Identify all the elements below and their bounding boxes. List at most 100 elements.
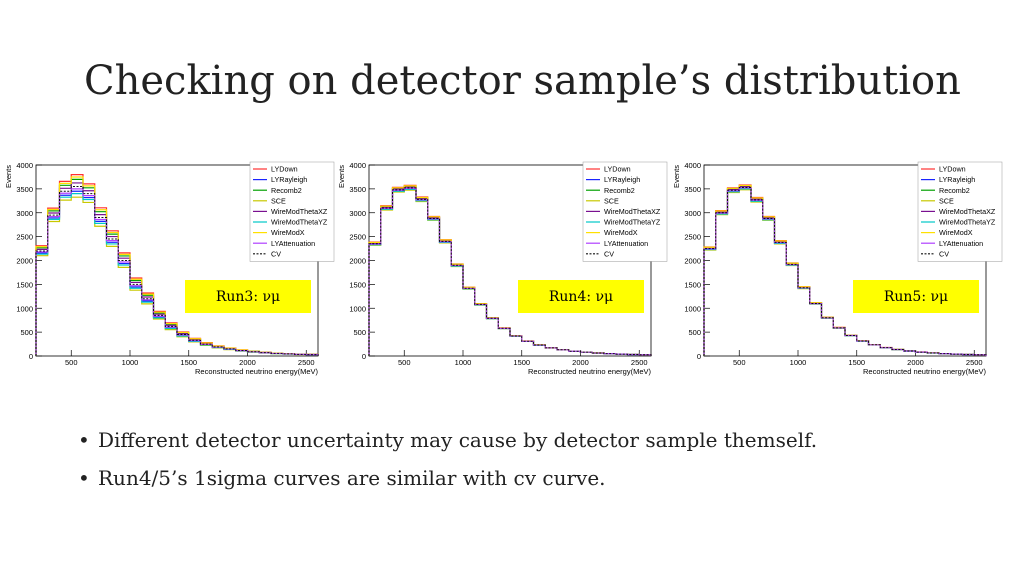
histogram-run3-svg: 0 500 1000 1500 2000 2500 3000 3500 4000 500 1000 1… (4, 161, 335, 376)
y-tick-label: 3000 (684, 209, 701, 218)
legend-label: Recomb2 (939, 186, 970, 195)
y-tick-label: 0 (362, 352, 366, 361)
y-tick-label: 1500 (684, 280, 701, 289)
legend-label: CV (939, 249, 949, 258)
x-tick-label: 1500 (513, 358, 530, 367)
legend-label: LYRayleigh (271, 175, 307, 184)
x-tick-label: 2500 (966, 358, 983, 367)
y-tick-label: 3000 (16, 209, 33, 218)
y-tick-label: 1000 (16, 304, 33, 313)
histogram-run4-svg: 0 500 1000 1500 2000 2500 3000 3500 4000 500 1000 1… (337, 161, 668, 376)
series-cv-line (368, 187, 652, 356)
histogram-run5: 0 500 1000 1500 2000 2500 3000 3500 4000 500 1000 1… (670, 155, 1003, 383)
run-label: Run5: νμ (884, 289, 948, 305)
legend-label: SCE (271, 196, 286, 205)
x-tick-label: 2500 (631, 358, 648, 367)
x-axis-label: Reconstructed neutrino energy(MeV) (195, 367, 318, 376)
slide-title: Checking on detector sample’s distributi… (84, 58, 961, 104)
legend-label: LYDown (939, 165, 966, 174)
legend-label: WireModThetaYZ (604, 218, 661, 227)
y-axis-label: Events (672, 165, 681, 188)
legend-label: SCE (604, 196, 619, 205)
legend-label: WireModX (939, 228, 973, 237)
legend-label: LYDown (271, 165, 298, 174)
legend-label: WireModThetaXZ (604, 207, 661, 216)
run-label-box (518, 280, 644, 313)
run-label: Run3: νμ (216, 289, 280, 305)
x-tick-label: 1500 (180, 358, 197, 367)
y-tick-label: 1500 (349, 280, 366, 289)
y-tick-label: 1500 (16, 280, 33, 289)
legend-label: CV (604, 249, 614, 258)
bullet-item: • Run4/5’s 1sigma curves are similar wit… (78, 466, 817, 490)
x-tick-label: 500 (65, 358, 78, 367)
x-tick-label: 2000 (239, 358, 256, 367)
y-axis-label: Events (337, 165, 346, 188)
bullet-item: • Different detector uncertainty may cau… (78, 428, 817, 452)
legend-label: LYAttenuation (271, 239, 315, 248)
run-label: Run4: νμ (549, 289, 613, 305)
bullet-list: • Different detector uncertainty may cau… (78, 428, 817, 504)
bullet-text: Run4/5’s 1sigma curves are similar with … (98, 466, 606, 490)
x-tick-label: 1000 (790, 358, 807, 367)
y-tick-label: 1000 (684, 304, 701, 313)
y-tick-label: 2000 (16, 257, 33, 266)
y-tick-label: 3500 (16, 185, 33, 194)
bullet-text: Different detector uncertainty may cause… (98, 428, 818, 452)
legend-label: WireModThetaXZ (271, 207, 328, 216)
legend-label: LYDown (604, 165, 631, 174)
y-tick-label: 500 (353, 328, 366, 337)
y-tick-label: 2500 (349, 233, 366, 242)
x-tick-label: 2500 (298, 358, 315, 367)
x-tick-label: 1000 (122, 358, 139, 367)
y-axis-label: Events (4, 165, 13, 188)
legend-label: WireModThetaYZ (939, 218, 996, 227)
x-tick-label: 500 (398, 358, 411, 367)
run-label-box (853, 280, 979, 313)
y-tick-label: 1000 (349, 304, 366, 313)
legend-label: LYAttenuation (604, 239, 648, 248)
histogram-run4: 0 500 1000 1500 2000 2500 3000 3500 4000 500 1000 1… (335, 155, 668, 383)
y-tick-label: 3500 (684, 185, 701, 194)
run-label-box (185, 280, 311, 313)
y-tick-label: 500 (20, 328, 33, 337)
x-axis-label: Reconstructed neutrino energy(MeV) (528, 367, 651, 376)
y-tick-label: 500 (688, 328, 701, 337)
bullet-dot-icon: • (78, 466, 90, 490)
legend-label: LYRayleigh (604, 175, 640, 184)
x-tick-label: 2000 (907, 358, 924, 367)
legend-label: LYRayleigh (939, 175, 975, 184)
histogram-run3: 0 500 1000 1500 2000 2500 3000 3500 4000 500 1000 1… (2, 155, 335, 383)
y-tick-label: 4000 (684, 161, 701, 170)
histogram-run5-svg: 0 500 1000 1500 2000 2500 3000 3500 4000 500 1000 1… (672, 161, 1003, 376)
series-cv-line (703, 186, 987, 356)
y-tick-label: 2500 (684, 233, 701, 242)
y-tick-label: 4000 (16, 161, 33, 170)
y-tick-label: 4000 (349, 161, 366, 170)
legend-label: WireModX (271, 228, 305, 237)
y-tick-label: 0 (29, 352, 33, 361)
legend-label: WireModThetaXZ (939, 207, 996, 216)
x-tick-label: 500 (733, 358, 746, 367)
series-cv-line (35, 185, 319, 356)
legend-label: LYAttenuation (939, 239, 983, 248)
bullet-dot-icon: • (78, 428, 90, 452)
legend-label: Recomb2 (604, 186, 635, 195)
legend-label: WireModThetaYZ (271, 218, 328, 227)
x-axis-label: Reconstructed neutrino energy(MeV) (863, 367, 986, 376)
legend-label: SCE (939, 196, 954, 205)
x-tick-label: 2000 (572, 358, 589, 367)
legend-label: CV (271, 249, 281, 258)
y-tick-label: 2000 (349, 257, 366, 266)
y-tick-label: 3500 (349, 185, 366, 194)
y-tick-label: 2000 (684, 257, 701, 266)
legend-label: Recomb2 (271, 186, 302, 195)
legend-label: WireModX (604, 228, 638, 237)
y-tick-label: 3000 (349, 209, 366, 218)
x-tick-label: 1500 (848, 358, 865, 367)
x-tick-label: 1000 (455, 358, 472, 367)
y-tick-label: 2500 (16, 233, 33, 242)
